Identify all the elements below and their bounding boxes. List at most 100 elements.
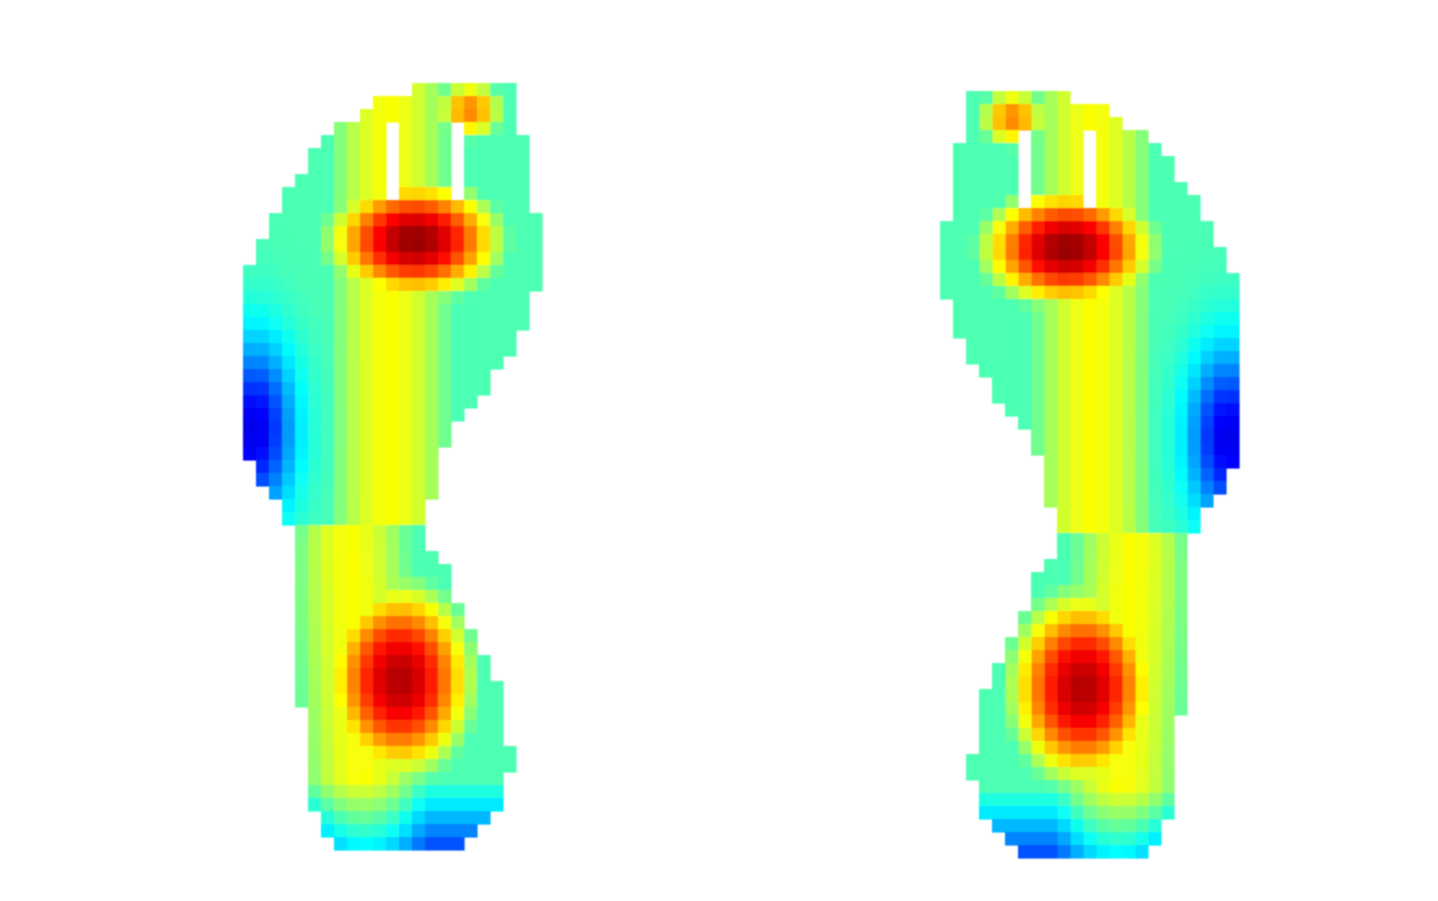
pressure-cell [1122,741,1136,755]
pressure-cell [360,720,374,734]
pressure-cell [1135,208,1149,222]
pressure-cell [966,351,980,365]
pressure-cell [1031,611,1045,625]
pressure-cell [308,174,322,188]
pressure-cell [321,785,335,799]
pressure-cell [1070,429,1084,443]
pressure-cell [503,278,517,292]
pressure-cell [412,759,426,773]
pressure-cell [490,213,504,227]
pressure-cell [373,772,387,786]
pressure-cell [1083,832,1097,846]
pressure-cell [516,213,530,227]
pressure-cell [1148,143,1162,157]
pressure-cell [1148,351,1162,365]
pressure-cell [1096,741,1110,755]
pressure-cell [1187,234,1201,248]
pressure-cell [334,642,348,656]
pressure-cell [347,434,361,448]
pressure-cell [334,590,348,604]
pressure-cell [334,278,348,292]
pressure-cell [1213,247,1227,261]
pressure-cell [966,130,980,144]
pressure-cell [425,213,439,227]
pressure-cell [334,187,348,201]
pressure-cell [1018,299,1032,313]
pressure-cell [334,772,348,786]
pressure-cell [1135,325,1149,339]
pressure-cell [477,720,491,734]
pressure-cell [295,668,309,682]
pressure-cell [347,200,361,214]
pressure-cell [243,278,257,292]
pressure-cell [451,343,465,357]
pressure-cell [1135,572,1149,586]
pressure-cell [269,447,283,461]
pressure-cell [1018,390,1032,404]
pressure-cell [412,538,426,552]
pressure-cell [1031,338,1045,352]
pressure-cell [295,252,309,266]
pressure-cell [1031,572,1045,586]
pressure-cell [360,226,374,240]
pressure-cell [1031,104,1045,118]
pressure-cell [1031,637,1045,651]
pressure-cell [503,187,517,201]
pressure-cell [1148,325,1162,339]
pressure-cell [1148,156,1162,170]
pressure-cell [386,356,400,370]
pressure-cell [399,291,413,305]
pressure-cell [1174,650,1188,664]
pressure-cell [1070,351,1084,365]
pressure-cell [477,122,491,136]
pressure-cell [1148,624,1162,638]
pressure-cell [979,130,993,144]
pressure-cell [1161,572,1175,586]
pressure-cell [1044,299,1058,313]
pressure-cell [1057,429,1071,443]
pressure-cell [1096,143,1110,157]
pressure-cell [1174,533,1188,547]
pressure-cell [1057,338,1071,352]
pressure-cell [360,135,374,149]
pressure-cell [399,109,413,123]
pressure-cell [1122,234,1136,248]
pressure-cell [438,161,452,175]
pressure-cell [979,208,993,222]
pressure-cell [979,351,993,365]
pressure-cell [966,234,980,248]
pressure-cell [1148,182,1162,196]
pressure-cell [1070,572,1084,586]
pressure-cell [1161,507,1175,521]
pressure-cell [360,421,374,435]
pressure-cell [1096,585,1110,599]
pressure-cell [373,382,387,396]
pressure-cell [412,96,426,110]
pressure-cell [1135,598,1149,612]
pressure-cell [438,811,452,825]
pressure-cell [334,499,348,513]
pressure-cell [464,642,478,656]
pressure-cell [1174,676,1188,690]
pressure-cell [334,122,348,136]
pressure-cell [347,746,361,760]
pressure-cell [1122,546,1136,560]
pressure-cell [940,273,954,287]
pressure-cell [269,213,283,227]
pressure-cell [321,343,335,357]
pressure-cell [1096,689,1110,703]
pressure-cell [1083,689,1097,703]
pressure-cell [386,421,400,435]
pressure-cell [334,369,348,383]
pressure-cell [1083,806,1097,820]
pressure-cell [1109,221,1123,235]
pressure-cell [1200,429,1214,443]
pressure-cell [1044,689,1058,703]
pressure-cell [477,83,491,97]
pressure-cell [1083,845,1097,859]
pressure-cell [1005,663,1019,677]
pressure-cell [373,837,387,851]
pressure-cell [334,603,348,617]
pressure-cell [308,746,322,760]
pressure-cell [1005,832,1019,846]
